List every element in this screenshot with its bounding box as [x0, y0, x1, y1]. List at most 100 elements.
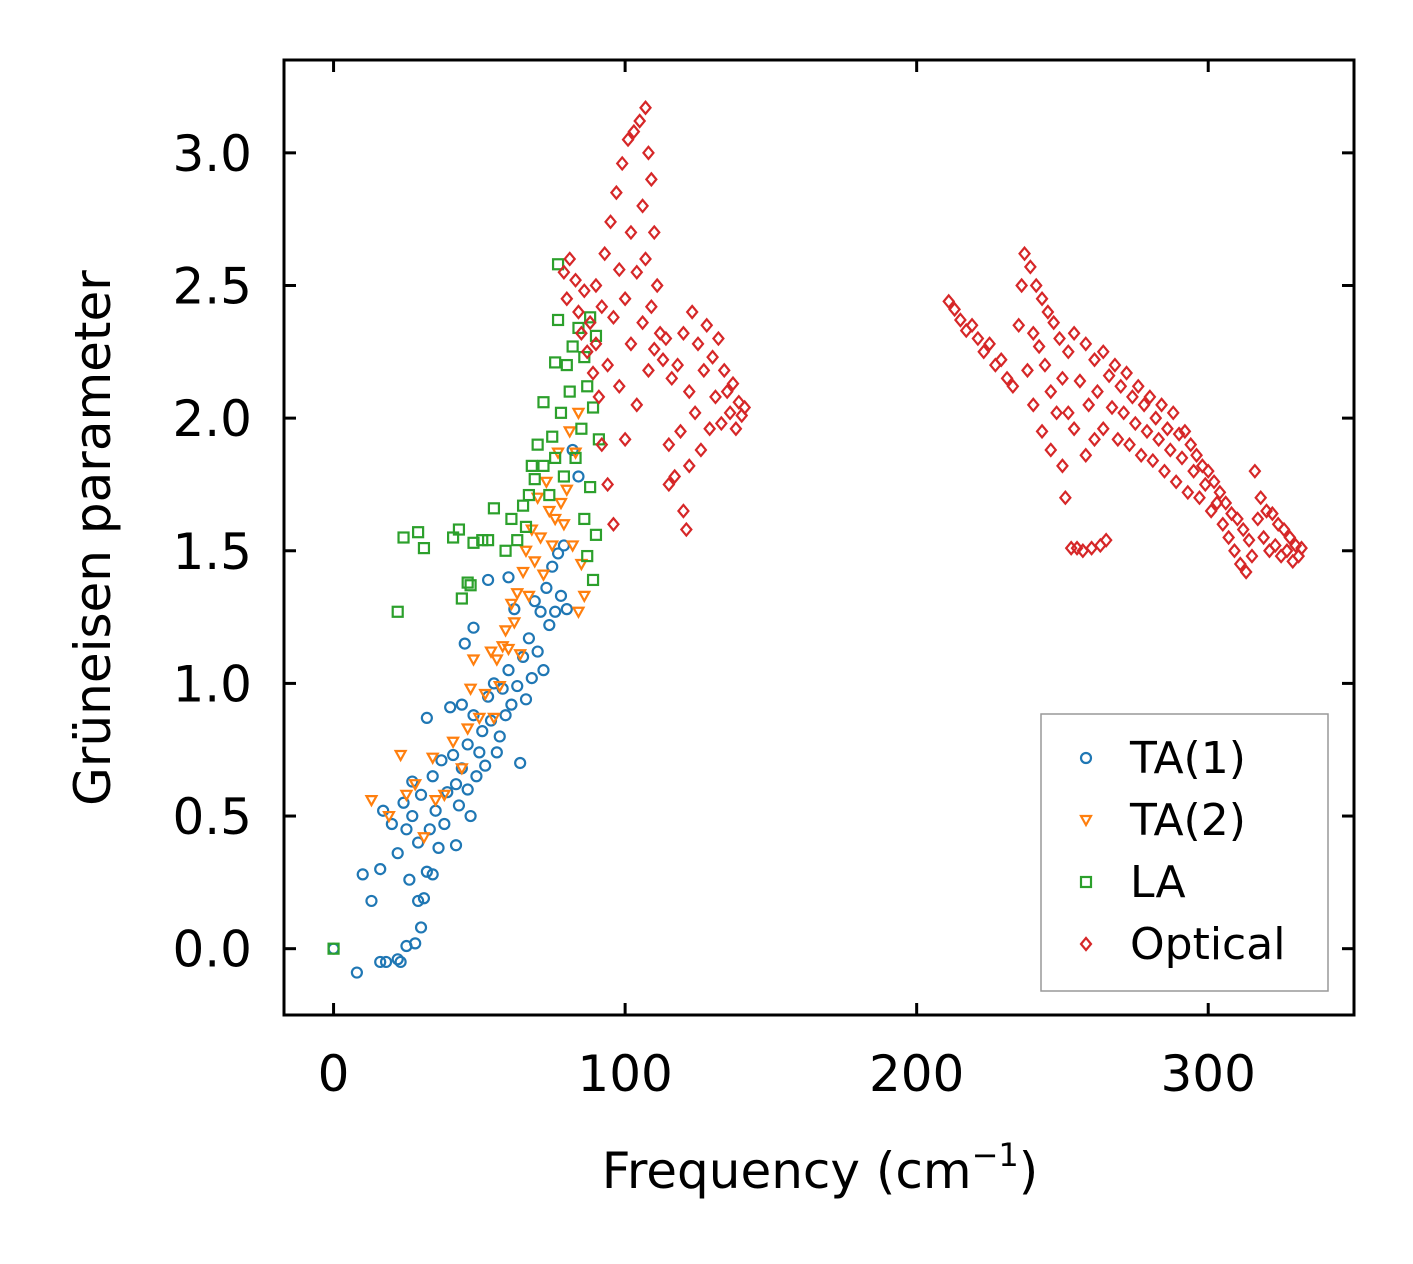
data-point [706, 349, 720, 365]
data-point [676, 503, 690, 519]
data-point [542, 505, 557, 519]
data-point [662, 436, 676, 453]
data-point [400, 823, 413, 836]
data-point [461, 576, 474, 589]
data-point [437, 789, 452, 803]
data-point [554, 497, 568, 511]
data-point [1140, 423, 1154, 440]
legend-entry: TA(1) [1079, 733, 1246, 784]
data-point [717, 362, 731, 379]
data-point [546, 560, 559, 573]
data-point [426, 770, 439, 783]
data-point [601, 357, 615, 373]
data-point [583, 314, 597, 331]
data-point [1015, 277, 1029, 294]
data-point [537, 396, 550, 409]
data-point [531, 645, 544, 658]
data-point [644, 171, 658, 188]
data-point [676, 325, 690, 341]
data-point [578, 351, 591, 364]
data-point [470, 770, 483, 783]
data-point [1099, 532, 1113, 548]
data-point [1035, 423, 1049, 440]
data-point [557, 264, 571, 280]
data-point [569, 451, 582, 465]
data-point [679, 521, 693, 538]
data-point [414, 788, 428, 801]
data-point [399, 789, 414, 803]
data-point [618, 431, 632, 448]
data-layer [327, 100, 1308, 979]
data-point [1038, 357, 1052, 373]
legend-label: TA(1) [1129, 733, 1246, 784]
data-point [1134, 447, 1148, 463]
data-point [414, 921, 428, 934]
data-point [729, 421, 743, 437]
data-point [1283, 529, 1297, 546]
data-point [1105, 399, 1119, 416]
data-point [417, 832, 431, 845]
data-point [1172, 426, 1186, 442]
data-point [1082, 397, 1096, 413]
data-point [382, 810, 396, 824]
data-point [476, 725, 489, 738]
data-point [580, 344, 594, 360]
data-point [1239, 564, 1253, 580]
data-point [467, 536, 480, 549]
data-point [432, 841, 445, 854]
data-point [484, 646, 498, 659]
data-point [566, 443, 579, 457]
data-point [464, 579, 477, 592]
data-point [446, 736, 460, 750]
data-point [656, 352, 670, 368]
data-point [971, 330, 985, 347]
x-tick-label: 100 [577, 1045, 672, 1103]
data-point [514, 756, 527, 770]
data-point [584, 480, 597, 494]
data-point [700, 317, 714, 333]
legend-marker-shape [1079, 814, 1093, 828]
data-point [977, 344, 991, 360]
data-point [650, 277, 664, 294]
data-point [1175, 450, 1189, 466]
data-point [397, 531, 410, 544]
data-point [391, 847, 404, 860]
data-point [709, 389, 722, 405]
legend-marker-square [1079, 875, 1093, 889]
data-point [1047, 314, 1061, 331]
data-point [604, 214, 617, 230]
data-point [522, 632, 536, 645]
data-point [565, 540, 580, 553]
data-point [697, 362, 711, 379]
data-point [447, 748, 460, 762]
data-point [1061, 405, 1075, 421]
data-point [720, 383, 734, 400]
data-point [549, 356, 562, 369]
data-point [569, 272, 582, 288]
data-point [533, 532, 548, 545]
data-point [1041, 304, 1055, 320]
data-point [551, 547, 565, 560]
data-point [633, 113, 647, 129]
y-tick-label: 2.0 [172, 390, 252, 448]
data-point [578, 512, 591, 526]
data-point [1149, 410, 1163, 426]
data-point [1073, 373, 1087, 389]
y-axis-label: Grüneisen parameter [64, 270, 122, 806]
data-point [1166, 405, 1180, 421]
data-point [543, 488, 556, 502]
data-point [571, 407, 586, 421]
data-point [473, 746, 486, 759]
data-point [574, 325, 588, 341]
data-point [540, 581, 553, 595]
data-point [562, 426, 577, 439]
data-point [487, 712, 501, 726]
data-point [1236, 521, 1250, 538]
data-point [554, 406, 568, 419]
data-point [1125, 389, 1139, 405]
data-point [356, 868, 369, 881]
data-point [1006, 378, 1020, 395]
data-point [1088, 352, 1101, 368]
data-point [1067, 421, 1081, 437]
